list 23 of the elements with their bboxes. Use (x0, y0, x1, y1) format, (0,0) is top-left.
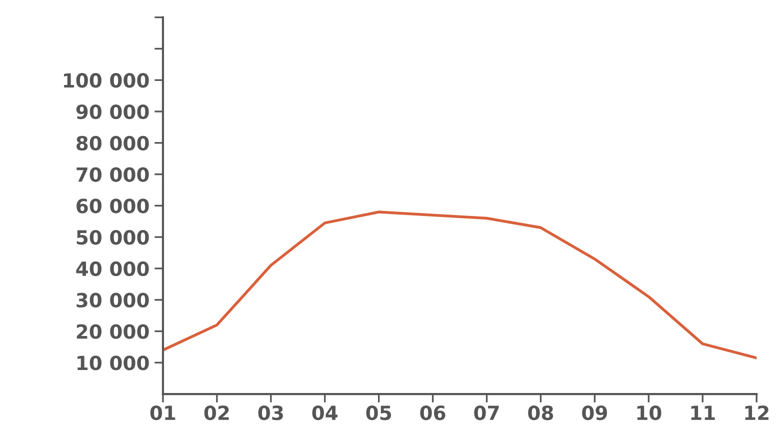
x-tick-label: 03 (258, 405, 283, 420)
y-tick-label: 20 000 (76, 324, 149, 339)
x-tick-label: 12 (745, 405, 768, 420)
x-tick-label: 01 (150, 405, 176, 420)
y-tick-label: 100 000 (64, 73, 149, 88)
y-tick-label: 70 000 (76, 167, 149, 182)
y-tick-label: 50 000 (76, 230, 149, 245)
y-tick-label: 30 000 (76, 292, 149, 308)
y-tick-label: 60 000 (76, 198, 149, 214)
x-tick-label: 07 (474, 405, 499, 420)
y-tick-label: 90 000 (76, 104, 149, 120)
x-tick-label: 06 (420, 405, 446, 420)
y-tick-label: 80 000 (76, 136, 149, 151)
x-tick-label: 10 (637, 405, 662, 420)
y-tick-label: 40 000 (76, 261, 149, 276)
x-tick-label: 11 (691, 406, 715, 420)
x-tick-label: 09 (582, 405, 607, 420)
x-tick-label: 08 (528, 405, 554, 420)
x-tick-label: 02 (204, 405, 229, 420)
x-tick-label: 05 (366, 405, 391, 420)
y-tick-label: 10 000 (78, 356, 149, 370)
x-tick-label: 04 (312, 405, 338, 420)
line-series (162, 210, 757, 360)
